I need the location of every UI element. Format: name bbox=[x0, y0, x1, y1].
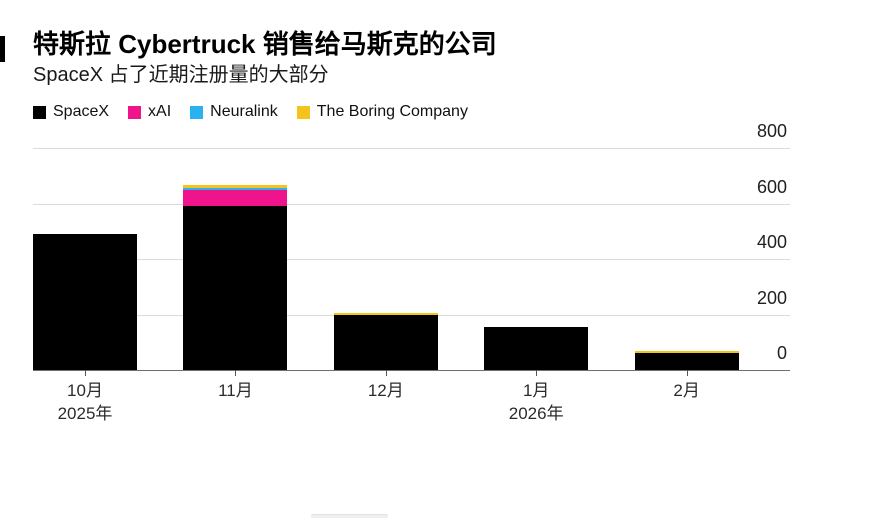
legend-swatch-icon bbox=[33, 105, 46, 119]
x-axis-month-label-1月: 1月 bbox=[522, 381, 550, 400]
legend-label: xAI bbox=[148, 103, 172, 120]
legend-label: SpaceX bbox=[53, 103, 110, 120]
left-edge-partial-element bbox=[0, 36, 5, 62]
legend-label: Neuralink bbox=[210, 103, 278, 120]
x-axis-tick bbox=[85, 370, 86, 376]
x-axis-tick bbox=[385, 370, 387, 376]
x-axis-tick bbox=[686, 370, 688, 376]
bar-segment-spacex-10月 bbox=[33, 234, 137, 370]
y-axis-tick-label-0: 0 bbox=[776, 343, 787, 363]
bar-segment-spacex-11月 bbox=[183, 206, 288, 370]
bar-segment-xai-11月 bbox=[183, 190, 288, 207]
x-axis-year-label-2025年: 2025年 bbox=[57, 404, 113, 423]
legend-swatch-icon bbox=[128, 105, 142, 119]
page-subtitle: SpaceX 占了近期注册量的大部分 bbox=[33, 64, 329, 86]
bar-segment-spacex-1月 bbox=[484, 327, 589, 370]
legend: SpaceX xAI Neuralink The Boring Company bbox=[33, 103, 468, 121]
bar-segment-spacex-12月 bbox=[333, 315, 438, 370]
x-axis-tick bbox=[235, 370, 237, 376]
bar-segment-the-boring-company-11月 bbox=[183, 185, 288, 188]
legend-item-the-boring-company: The Boring Company bbox=[296, 103, 468, 121]
y-axis-tick-label-600: 600 bbox=[756, 176, 787, 197]
x-axis-tick bbox=[536, 370, 538, 376]
x-axis-month-label-2月: 2月 bbox=[673, 381, 700, 400]
gridline-600 bbox=[33, 203, 790, 205]
x-axis-line bbox=[33, 370, 790, 371]
legend-swatch-icon bbox=[296, 105, 310, 119]
gridline-400 bbox=[33, 259, 790, 260]
bar-segment-spacex-2月 bbox=[634, 353, 739, 370]
x-axis-month-label-10月: 10月 bbox=[67, 381, 103, 400]
x-axis-year-label-2026年: 2026年 bbox=[508, 404, 564, 423]
x-axis-month-label-12月: 12月 bbox=[367, 381, 404, 400]
gridline-800 bbox=[33, 148, 790, 149]
legend-item-spacex: SpaceX bbox=[33, 103, 109, 121]
page-title: 特斯拉 Cybertruck 销售给马斯克的公司 bbox=[33, 29, 497, 59]
x-axis-month-label-11月: 11月 bbox=[218, 381, 253, 400]
bar-segment-the-boring-company-12月 bbox=[333, 313, 438, 316]
y-axis-tick-label-200: 200 bbox=[756, 287, 787, 308]
legend-swatch-icon bbox=[190, 105, 204, 119]
bar-segment-neuralink-11月 bbox=[183, 187, 288, 191]
legend-item-xai: xAI bbox=[128, 103, 171, 121]
legend-item-neuralink: Neuralink bbox=[190, 103, 278, 121]
y-axis-tick-label-400: 400 bbox=[756, 232, 787, 252]
bottom-partial-element bbox=[311, 514, 388, 518]
y-axis-tick-label-800: 800 bbox=[756, 121, 787, 141]
legend-label: The Boring Company bbox=[316, 103, 468, 120]
bar-segment-the-boring-company-2月 bbox=[634, 350, 739, 354]
